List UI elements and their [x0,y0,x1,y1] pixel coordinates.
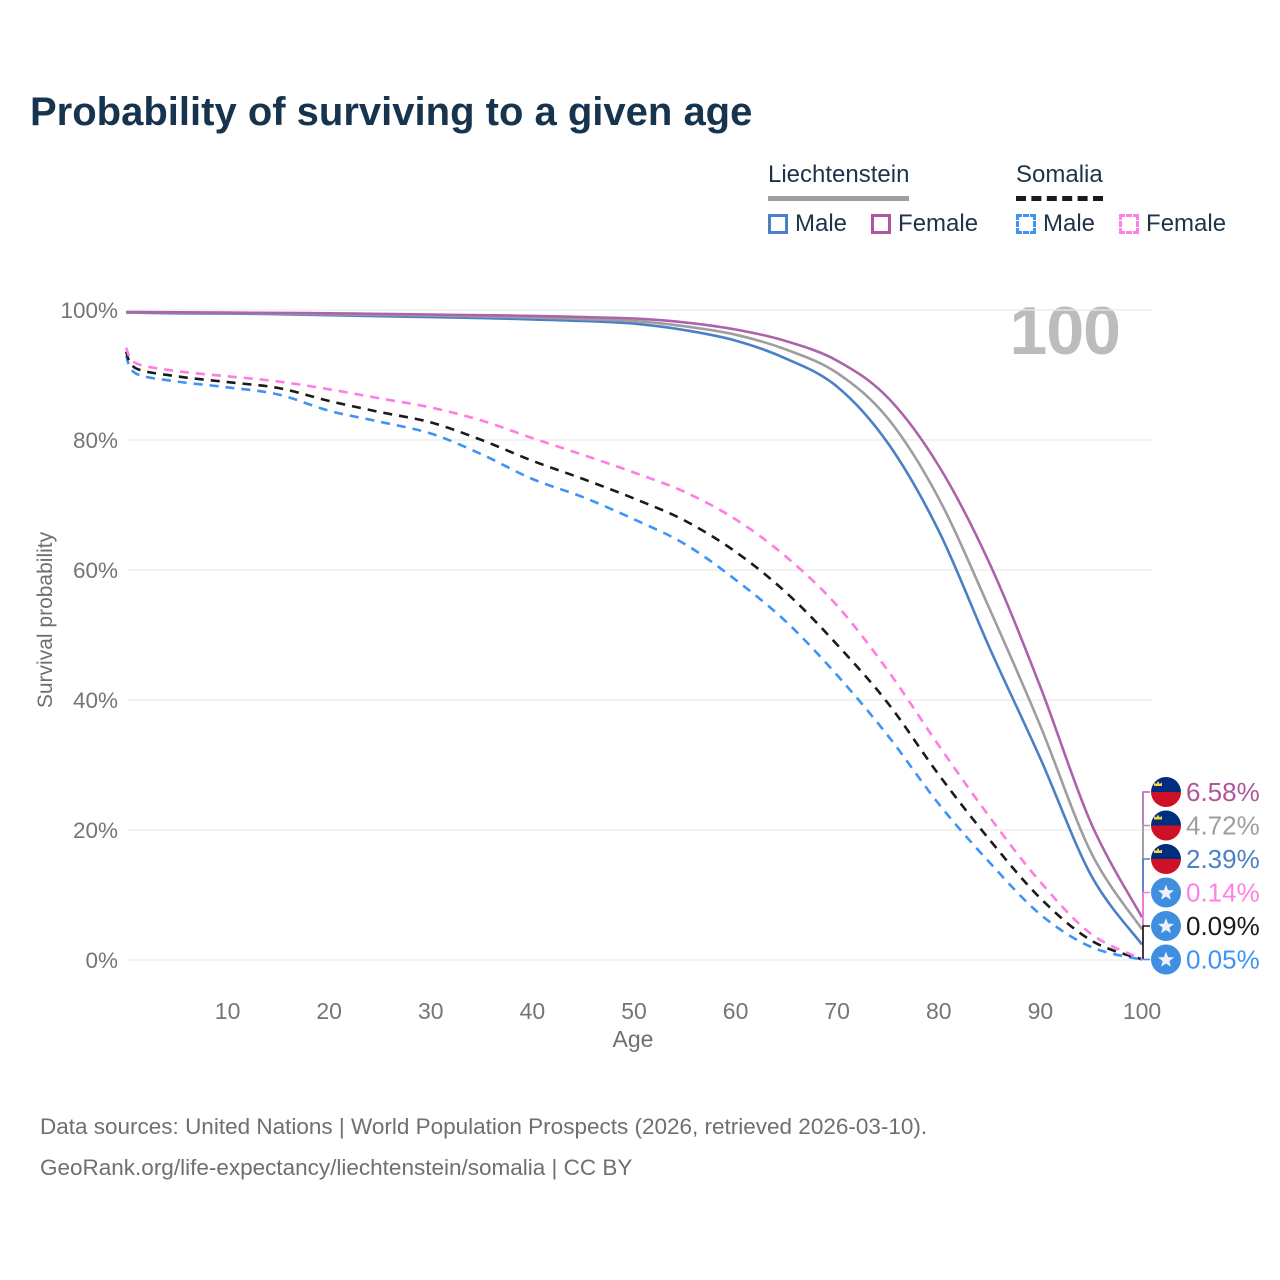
series-line-liechtenstein-female [125,310,1144,918]
series-line-somalia-male [124,354,1143,961]
x-tick-label: 40 [520,998,546,1024]
x-tick-label: 30 [418,998,444,1024]
end-label-leader [1142,925,1150,960]
legend-group-somalia: Somalia Male Female [1016,161,1226,238]
flag-icon-somalia [1151,944,1181,975]
legend-country-liechtenstein: Liechtenstein [768,161,910,201]
data-source-note: Data sources: United Nations | World Pop… [40,1106,927,1188]
data-source-line: Data sources: United Nations | World Pop… [40,1114,928,1139]
legend-swatch-liechtenstein-female[interactable] [871,214,892,234]
attribution-line: GeoRank.org/life-expectancy/liechtenstei… [40,1155,633,1180]
legend-group-liechtenstein: Liechtenstein Male Female [768,161,978,238]
series-line-somalia-female [124,346,1143,961]
age-counter-watermark: 100 [1009,293,1121,369]
legend-swatch-somalia-female[interactable] [1119,214,1140,234]
page-title: Probability of surviving to a given age [30,90,753,134]
legend-item-liechtenstein-male[interactable]: Male [768,210,847,238]
series-line-liechtenstein-male [125,311,1144,946]
end-label-value: 6.58% [1186,777,1260,807]
legend-item-liechtenstein-female[interactable]: Female [871,210,978,238]
legend-country-somalia: Somalia [1016,161,1103,201]
end-label-leader [1142,858,1150,945]
x-tick-label: 20 [316,998,342,1024]
y-tick-label: 60% [73,558,118,583]
end-label-leader [1142,791,1150,918]
y-tick-label: 0% [85,948,118,973]
legend-item-somalia-female[interactable]: Female [1119,210,1226,238]
end-label-value: 0.09% [1186,911,1260,941]
legend-label-liechtenstein-male: Male [795,210,848,237]
legend-swatch-liechtenstein-male[interactable] [768,214,788,234]
flag-icon-liechtenstein [1151,810,1181,841]
series-line-somalia-both [124,350,1143,961]
x-tick-label: 50 [621,998,647,1024]
series-line-liechtenstein-both [125,311,1144,931]
x-tick-label: 100 [1123,998,1161,1024]
legend-label-somalia-male: Male [1043,210,1096,237]
x-tick-label: 90 [1028,998,1054,1024]
y-tick-label: 20% [73,818,118,843]
end-label-value: 4.72% [1186,811,1260,841]
y-tick-label: 40% [73,688,118,713]
legend-swatch-somalia-male[interactable] [1016,214,1036,234]
end-label-value: 2.39% [1186,844,1260,874]
x-tick-label: 70 [824,998,850,1024]
legend-label-liechtenstein-female: Female [898,210,979,237]
flag-icon-somalia [1151,877,1181,908]
flag-icon-liechtenstein [1151,777,1181,807]
x-tick-label: 80 [926,998,952,1024]
y-tick-label: 100% [60,298,118,323]
y-tick-label: 80% [73,428,118,453]
end-label-value: 0.14% [1186,878,1260,908]
end-label-value: 0.05% [1186,945,1260,975]
end-label-leader [1142,824,1150,930]
x-tick-label: 60 [723,998,749,1024]
flag-icon-liechtenstein [1151,844,1181,874]
flag-icon-somalia [1151,911,1181,941]
legend-item-somalia-male[interactable]: Male [1016,210,1095,238]
x-tick-label: 10 [215,998,241,1024]
legend-label-somalia-female: Female [1146,210,1227,237]
x-axis-title: Age [612,1026,654,1052]
